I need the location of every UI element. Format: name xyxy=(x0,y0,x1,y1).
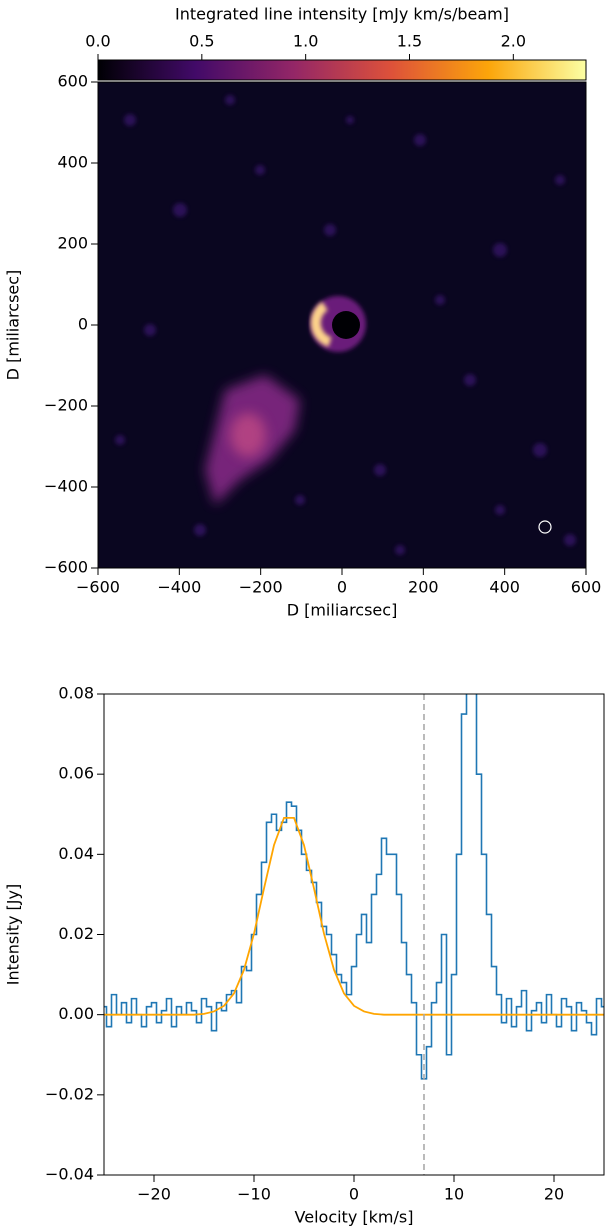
y-tick-label: 0.04 xyxy=(58,844,94,863)
y-tick-label: 0.00 xyxy=(58,1004,94,1023)
x-tick-label: −400 xyxy=(157,578,201,597)
colorbar xyxy=(97,59,587,81)
y-tick-label: −400 xyxy=(44,477,88,496)
y-tick-label: −0.04 xyxy=(45,1165,94,1184)
x-tick-label: 10 xyxy=(444,1185,464,1204)
intensity-map xyxy=(98,82,586,568)
x-tick-label: 0 xyxy=(337,578,347,597)
x-tick-label: 200 xyxy=(408,578,439,597)
x-tick-label: −20 xyxy=(137,1185,171,1204)
colorbar-label: Integrated line intensity [mJy km/s/beam… xyxy=(175,5,509,24)
y-tick-label: −600 xyxy=(44,558,88,577)
x-tick-label: 400 xyxy=(489,578,520,597)
y-tick-label: 0.06 xyxy=(58,764,94,783)
y-tick-label: 0 xyxy=(78,315,88,334)
y-tick-label: 0.02 xyxy=(58,924,94,943)
x-tick-label: 600 xyxy=(571,578,602,597)
fit-line xyxy=(104,816,604,1016)
spectrum-line xyxy=(104,694,604,1080)
x-axis-label: D [miliarcsec] xyxy=(287,601,398,620)
y-tick-label: 400 xyxy=(57,153,88,172)
x-axis-label: Velocity [km/s] xyxy=(295,1208,414,1227)
y-axis-label: D [miliarcsec] xyxy=(4,270,23,381)
colorbar-tick-label: 1.5 xyxy=(397,32,422,51)
y-tick-label: 600 xyxy=(57,72,88,91)
x-tick-label: 0 xyxy=(349,1185,359,1204)
colorbar-tick-label: 2.0 xyxy=(501,32,526,51)
colorbar-tick-label: 0.0 xyxy=(85,32,110,51)
plot-area xyxy=(104,694,604,1175)
x-tick-label: −10 xyxy=(237,1185,271,1204)
y-tick-label: 200 xyxy=(57,234,88,253)
colorbar-tick-label: 0.5 xyxy=(189,32,214,51)
y-tick-label: −0.02 xyxy=(45,1084,94,1103)
y-axis-label: Intensity [Jy] xyxy=(4,884,23,985)
axes-frame xyxy=(103,693,605,1176)
y-tick-label: −200 xyxy=(44,396,88,415)
x-tick-label: −200 xyxy=(239,578,283,597)
y-tick-label: 0.08 xyxy=(58,684,94,703)
x-tick-label: 20 xyxy=(544,1185,564,1204)
x-tick-label: −600 xyxy=(76,578,120,597)
colorbar-tick-label: 1.0 xyxy=(293,32,318,51)
